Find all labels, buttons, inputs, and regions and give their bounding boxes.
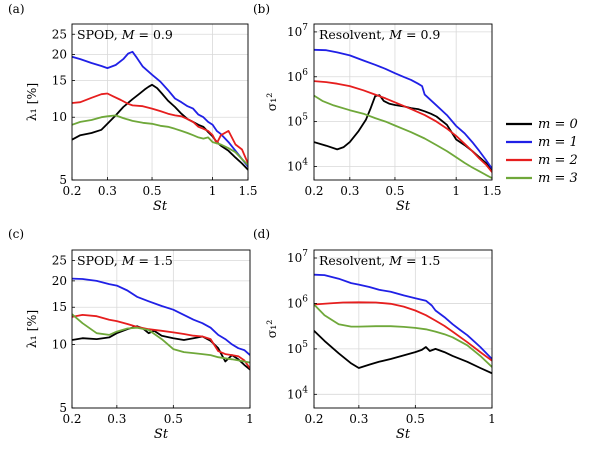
y-tick-label: 20 [52,274,67,288]
x-axis-label: St [396,199,411,214]
y-tick-label: 105 [287,113,308,129]
y-axis-label: σ₁² [264,320,279,339]
x-tick-label: 0.5 [164,412,183,426]
y-axis-label: σ₁² [264,93,279,112]
x-tick-label: 0.5 [142,184,161,198]
y-tick-label: 104 [287,157,308,173]
panel-title: Resolvent, M = 0.9 [319,27,440,42]
x-axis-label: St [396,427,411,442]
x-tick-label: 1 [209,184,217,198]
x-tick-label: 0.2 [62,412,81,426]
x-tick-label: 0.2 [304,184,323,198]
x-tick-label: 1 [246,412,254,426]
y-tick-label: 106 [287,68,308,84]
series-line-m1 [314,48,492,170]
y-axis-label: λ₁ [%] [24,83,39,122]
series-line-m2 [314,301,492,362]
y-tick-label: 107 [287,249,308,265]
y-tick-label: 15 [52,74,67,88]
panel-label: (b) [253,2,270,16]
panel-b: 0.2 0.3 0.5 1 1.5 104 105 106 107 (b) Resolvent, M… [253,2,502,214]
legend-label: m = 2 [538,153,578,168]
series-group [72,50,248,171]
y-tick-label: 5 [59,401,67,415]
panel-d: 0.2 0.3 0.5 1 104 105 106 107 (d) Resolvent, M = … [253,227,496,442]
x-tick-label: 1.5 [238,184,257,198]
series-group [314,48,492,180]
series-group [72,277,250,371]
x-tick-label: 0.2 [62,184,81,198]
panel-label: (a) [8,2,25,16]
y-tick-label: 15 [52,300,67,314]
y-tick-label: 10 [52,110,67,124]
legend-label: m = 0 [538,117,578,132]
series-line-m1 [314,273,492,360]
panel-label: (c) [8,227,24,241]
x-tick-label: 1.5 [482,184,501,198]
y-tick-label: 25 [52,27,67,41]
series-line-m1 [72,50,248,168]
series-line-m0 [314,329,492,375]
x-tick-label: 0.3 [98,184,117,198]
x-tick-label: 1 [452,184,460,198]
axes-frame [71,23,249,181]
y-tick-label: 5 [59,173,67,187]
series-line-m2 [72,313,250,370]
panel-title: Resolvent, M = 1.5 [319,253,440,268]
x-tick-label: 0.2 [304,412,323,426]
series-line-m2 [72,92,248,165]
axes-frame [313,249,493,409]
x-tick-label: 1 [488,412,496,426]
series-group [314,273,492,375]
axes-frame [313,23,493,181]
y-tick-label: 104 [287,385,308,401]
x-axis-label: St [153,199,168,214]
x-tick-label: 0.3 [340,184,359,198]
x-axis-label: St [154,427,169,442]
x-tick-label: 0.5 [406,412,425,426]
y-tick-label: 20 [52,47,67,61]
y-tick-label: 25 [52,253,67,267]
series-line-m3 [314,94,492,180]
y-tick-label: 107 [287,23,308,39]
y-tick-label: 106 [287,294,308,310]
x-tick-label: 0.3 [349,412,368,426]
series-line-m1 [72,277,250,357]
series-line-m2 [314,80,492,174]
panel-a: 0.2 0.3 0.5 1 1.5 5 10 15 20 25 (a) SPOD, M = 0.9 St… [8,2,258,214]
panel-title: SPOD, M = 0.9 [77,27,173,42]
panel-title: SPOD, M = 1.5 [77,253,173,268]
x-tick-label: 0.3 [107,412,126,426]
series-line-m3 [72,313,250,364]
legend: m = 0 m = 1 m = 2 m = 3 [502,110,590,188]
y-tick-label: 10 [52,337,67,351]
x-tick-label: 0.5 [385,184,404,198]
y-axis-label: λ₁ [%] [24,310,39,349]
series-line-m3 [314,303,492,368]
y-tick-label: 105 [287,340,308,356]
legend-label: m = 3 [538,171,578,186]
series-line-m3 [72,114,248,166]
panel-label: (d) [253,227,270,241]
series-line-m0 [314,94,492,171]
axes-frame [71,249,251,409]
legend-label: m = 1 [538,135,578,150]
